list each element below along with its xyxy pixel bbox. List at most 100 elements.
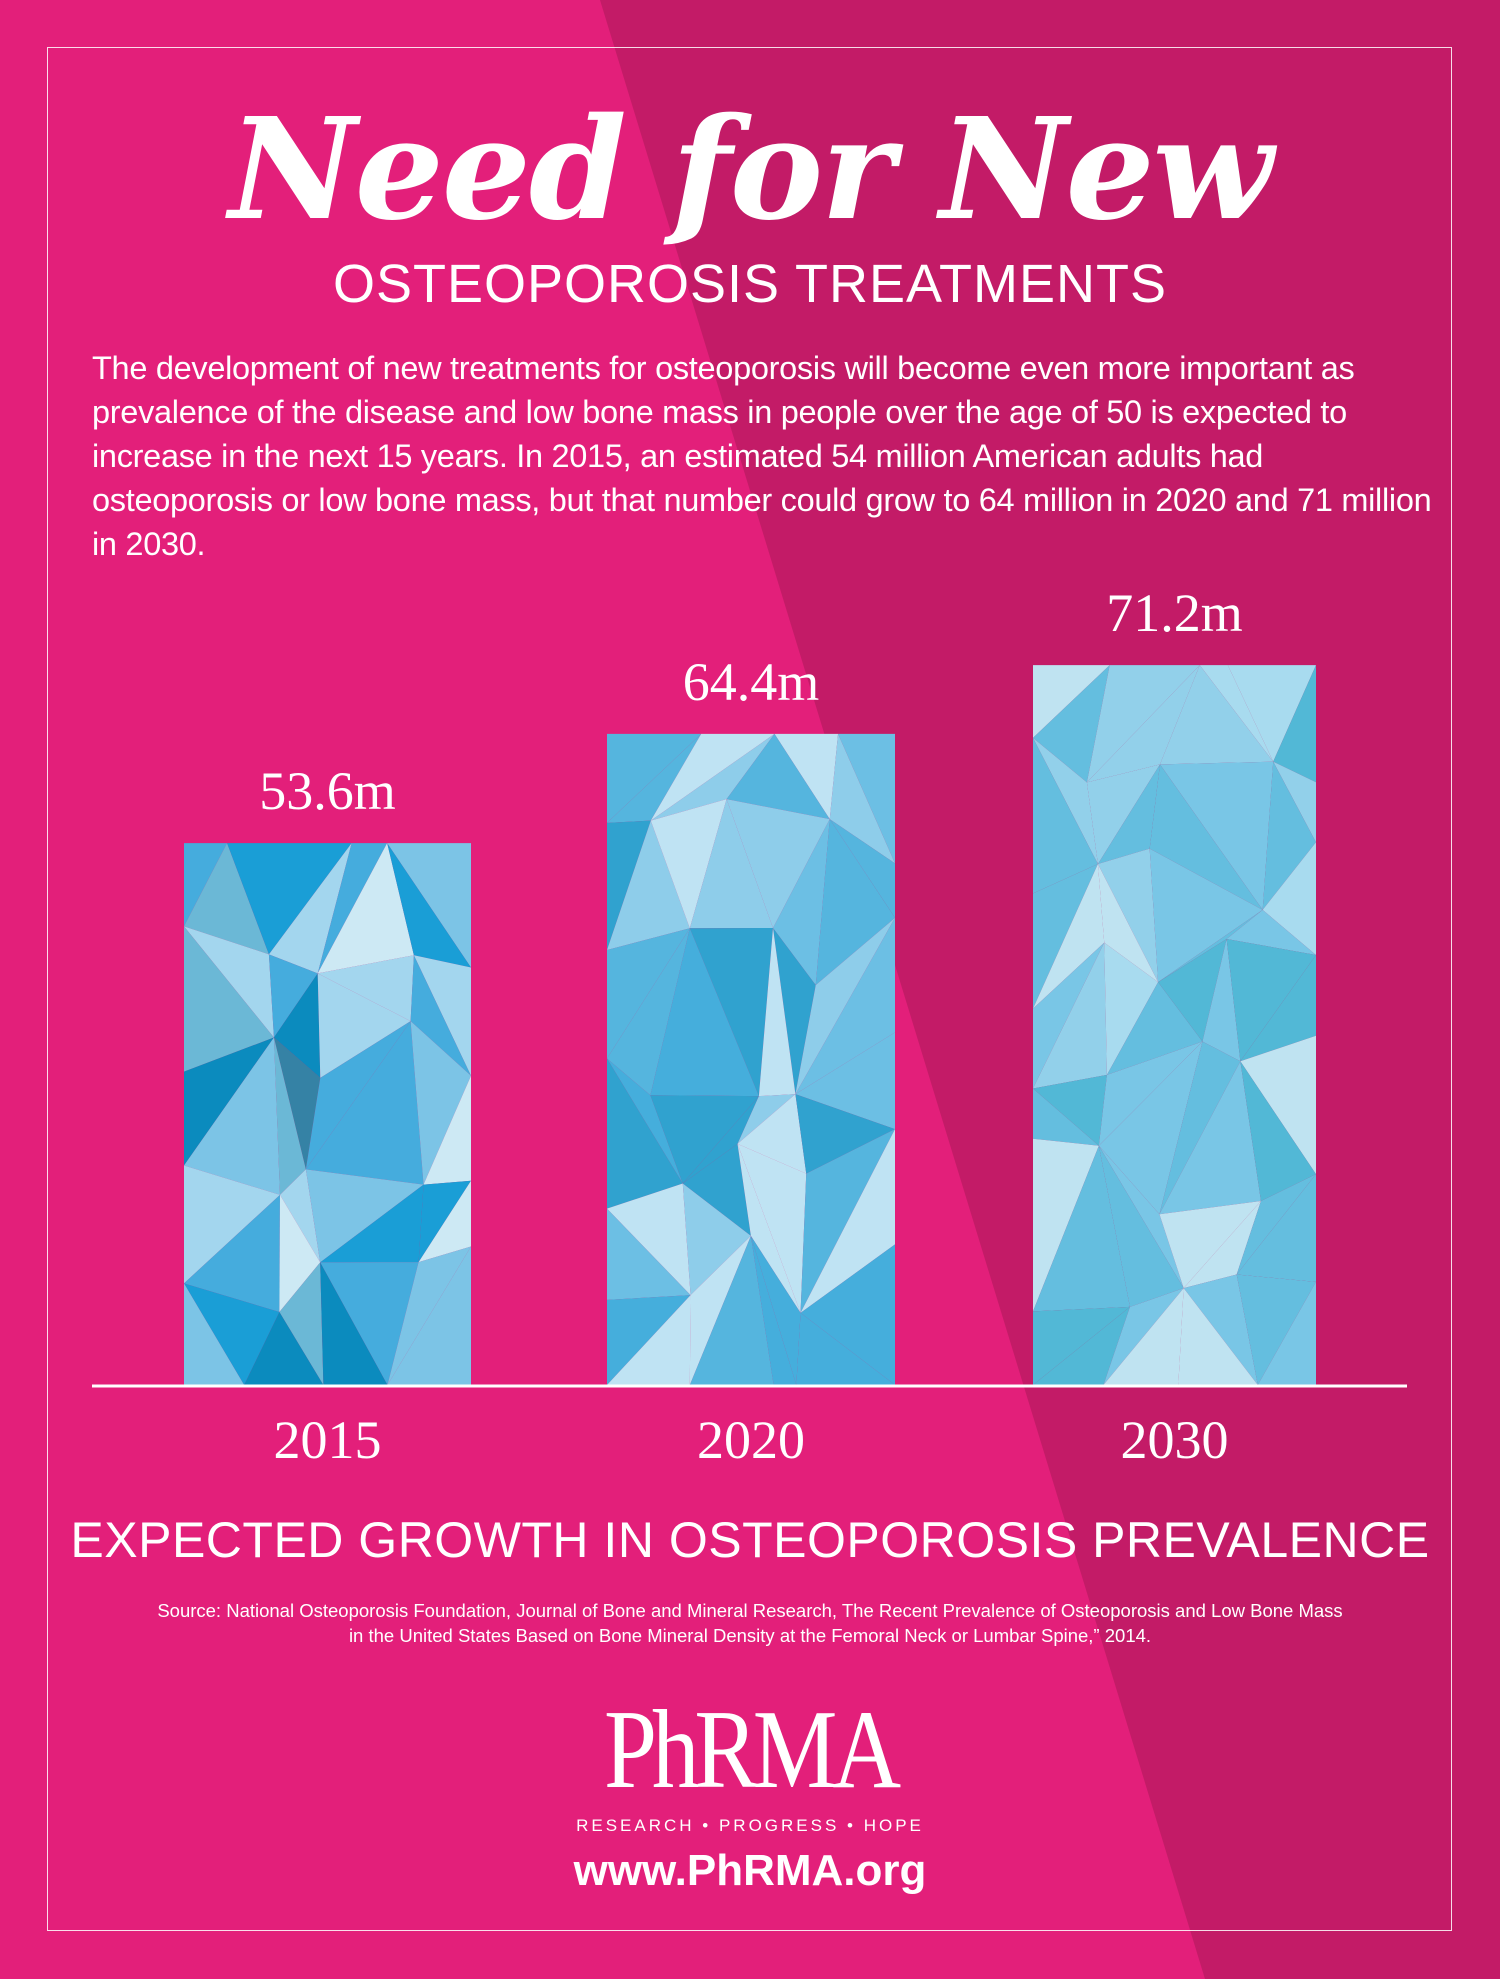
bar-2015-facet [387, 843, 471, 968]
bar-2020-facet [607, 928, 690, 1059]
bar-2015-facet [410, 1021, 471, 1185]
bar-2020-facet [800, 1244, 895, 1385]
bar-2030-facet [1098, 1041, 1203, 1146]
bar-2030-facet [1033, 737, 1098, 894]
bar-2030-facet [1086, 764, 1160, 864]
bar-2030-facet [1033, 1138, 1099, 1312]
bar-2030-facet [1104, 942, 1159, 1075]
bar-2030-facet [1033, 1306, 1130, 1385]
bar-2030-facet [1199, 665, 1274, 762]
bar-2020-facet [650, 928, 759, 1097]
bar-2015-facet [273, 973, 321, 1078]
bar-2030-facet [1226, 938, 1316, 1062]
bar-2030-facet [1033, 665, 1110, 783]
bar-2015-facet [184, 843, 269, 955]
bar-2030-facet [1240, 954, 1316, 1062]
data-label-2030: 71.2m [1106, 583, 1243, 643]
bar-2020-facet [607, 1058, 683, 1209]
bar-2030-facet [1273, 761, 1316, 843]
bar-2015-facet [184, 1194, 280, 1313]
bar-2030-facet [1227, 665, 1316, 762]
bar-2030-facet [1103, 1288, 1184, 1385]
bar-2030-facet [1236, 1274, 1316, 1385]
bar-2015-facet [387, 1246, 471, 1385]
bar-2030-facet [1033, 665, 1110, 738]
bar-2020-facet [682, 1096, 759, 1184]
bar-2020-facet [607, 1295, 691, 1385]
chart-title: EXPECTED GROWTH IN OSTEOPOROSIS PREVALEN… [70, 1512, 1430, 1568]
bar-2015-facet [418, 1180, 471, 1263]
bar-2020-facet [737, 1094, 807, 1174]
bar-2030-facet [1183, 1201, 1261, 1289]
bar-2030-facet [1086, 665, 1200, 783]
bar-2015-facet [317, 843, 414, 974]
bar-2020-facet [838, 733, 895, 864]
bar-2030-facet [1202, 938, 1241, 1062]
bar-2020-facet [774, 733, 839, 820]
bar-2020-facet [607, 733, 702, 823]
bar-2020-facet [795, 1032, 895, 1130]
bar-2030-facet [1257, 1281, 1316, 1385]
bar-2020-facet [737, 1094, 796, 1144]
bar-2015-facet [244, 1312, 324, 1385]
website-link[interactable]: www.PhRMA.org [573, 1846, 927, 1895]
bar-2030-facet [1097, 863, 1159, 983]
bar-2030-facet [1183, 1274, 1258, 1385]
bar-2030-facet [1033, 1145, 1130, 1312]
bar-2030-facet [1262, 842, 1316, 955]
bar-2030-facet [1033, 737, 1098, 864]
bar-2015-facet [320, 1262, 419, 1385]
bar-2030-facet [1098, 1145, 1184, 1307]
bar-2015-facet [305, 1021, 411, 1170]
bar-2020-facet [682, 1143, 751, 1236]
bar-2015-facet [279, 1169, 321, 1263]
bar-2020-facet [800, 1129, 895, 1313]
bar-2030-facet [1159, 1041, 1241, 1215]
bar-2030-facet [1159, 1061, 1261, 1215]
bar-2020-facet [726, 799, 830, 928]
intro-paragraph: The development of new treatments for os… [92, 350, 1432, 562]
bar-2020-facet [795, 1094, 895, 1174]
source-citation: Source: National Osteoporosis Foundation… [157, 1600, 1343, 1646]
bar-2020-facet [607, 1183, 691, 1296]
bar-2030-facet [1086, 665, 1200, 783]
bar-2015-facet [227, 843, 352, 955]
bar-2015-facet [387, 1246, 471, 1385]
x-tick-label-2030: 2030 [1121, 1410, 1229, 1470]
bar-2020-facet [750, 1235, 801, 1385]
bar-2015-facet [423, 1075, 471, 1185]
bar-2015-facet [317, 955, 414, 1022]
bar-2030-facet [1098, 1041, 1203, 1215]
bar-2015-facet [273, 1037, 306, 1195]
bar-2030-facet [1097, 764, 1160, 864]
bar-2015-facet [305, 1021, 424, 1185]
bar-2020-facet [737, 1143, 801, 1313]
bar-2030-facet [1240, 1035, 1316, 1175]
bar-2020-facet [815, 819, 895, 986]
bar-2015-facet [184, 1283, 245, 1385]
bar-2020-facet [750, 1235, 797, 1385]
bar-2030-facet [1149, 764, 1263, 910]
bar-2030-facet [1149, 848, 1263, 983]
bar-2030-facet [1262, 761, 1316, 910]
bar-2020-facet [650, 1095, 759, 1184]
bar-2015-facet [320, 1184, 424, 1263]
bar-2020-facet [689, 1235, 774, 1385]
bar-2015-facet [305, 1169, 424, 1263]
bar-2015-facet [410, 955, 471, 1076]
data-label-2020: 64.4m [683, 652, 820, 712]
bar-2015-facet [268, 843, 352, 974]
border-frame [47, 47, 1452, 1931]
bar-2015-facet [184, 1037, 274, 1166]
data-label-2015: 53.6m [259, 761, 396, 821]
bar-2030-facet [1097, 848, 1159, 983]
bar-2015-facet [184, 926, 274, 1072]
bar-2015-facet [317, 973, 411, 1078]
bar-2030-facet [1106, 982, 1203, 1075]
bar-2020-facet [758, 927, 796, 1097]
bar-2030-facet [1159, 761, 1274, 910]
bar-2030-facet [1236, 1174, 1316, 1282]
bar-2020-facet [607, 1295, 691, 1385]
bar-2030-facet [1159, 1201, 1261, 1289]
